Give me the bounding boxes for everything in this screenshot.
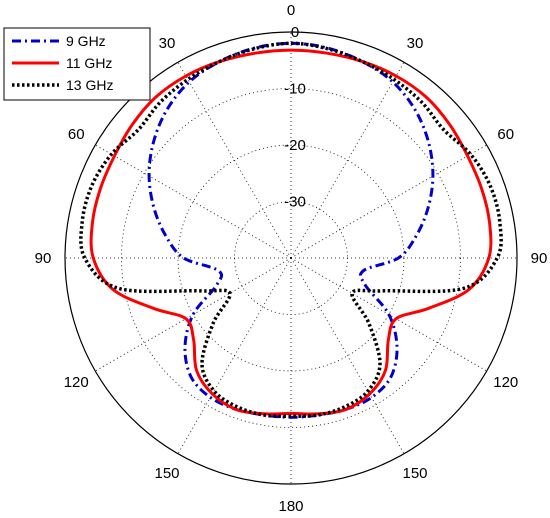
radial-tick-label: -30	[284, 194, 306, 211]
grid-spoke-150	[290, 257, 405, 454]
angle-tick-label: 0	[287, 2, 295, 19]
grid-spoke-60	[290, 144, 487, 259]
legend-label-3: 13 GHz	[66, 77, 113, 93]
angle-tick-label: 30	[407, 35, 424, 52]
angle-tick-label: 120	[493, 374, 518, 391]
series-line-3	[79, 41, 503, 418]
tick-labels: 0 -10 -20 -30 0 30 60 90 120 150 180 150 120 90 60 30	[35, 2, 548, 515]
grid-spoke-240	[95, 257, 292, 372]
legend-label-2: 11 GHz	[66, 55, 112, 71]
angle-tick-label: 120	[64, 374, 89, 391]
grid-spoke-300	[95, 144, 292, 259]
angle-tick-label: 30	[159, 35, 176, 52]
legend: 9 GHz 11 GHz 13 GHz	[3, 27, 151, 101]
angle-tick-label: 180	[278, 498, 303, 515]
series-line-2	[89, 48, 493, 416]
outer-boundary	[64, 31, 518, 485]
series-layer	[79, 41, 503, 419]
angle-tick-label: 150	[154, 465, 179, 482]
angle-tick-label: 60	[68, 126, 85, 143]
radial-tick-label: -10	[284, 81, 306, 98]
grid-spoke-330	[177, 62, 292, 259]
grid-spoke-210	[177, 257, 292, 454]
angle-tick-label: 90	[531, 250, 548, 267]
grid-spoke-30	[290, 62, 405, 259]
angle-tick-label: 150	[402, 465, 427, 482]
angle-tick-label: 60	[497, 126, 514, 143]
angle-tick-label: 90	[35, 250, 52, 267]
radial-tick-label: -20	[284, 137, 306, 154]
grid-circle-1	[121, 88, 461, 428]
series-line-1	[147, 41, 435, 419]
legend-label-1: 9 GHz	[66, 33, 106, 49]
radial-tick-label: 0	[291, 24, 299, 41]
